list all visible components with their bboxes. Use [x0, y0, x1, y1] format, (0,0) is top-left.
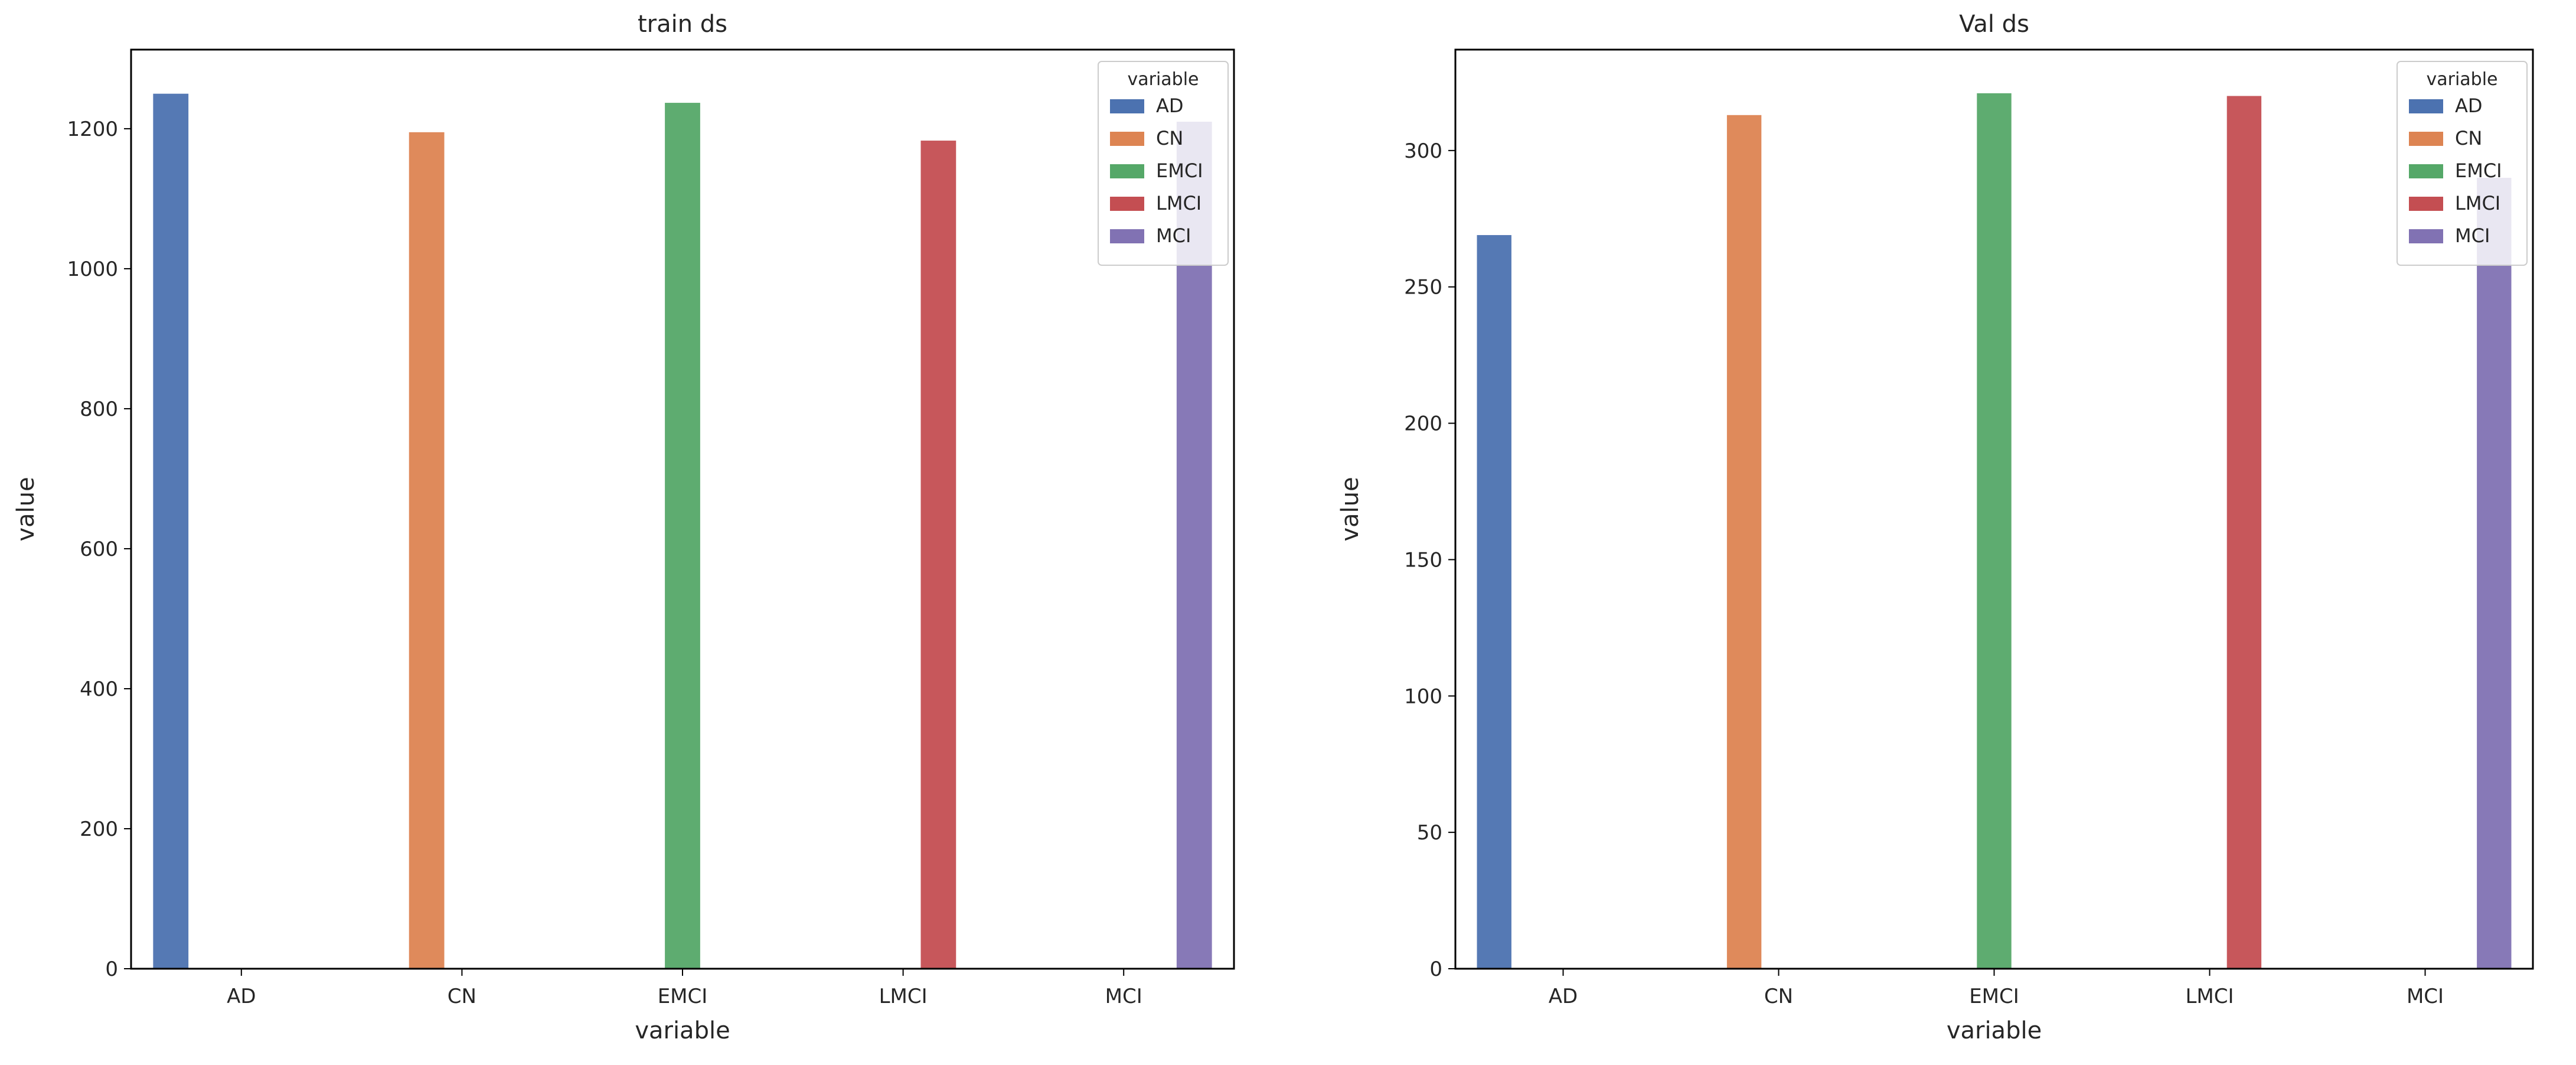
legend-swatch-lmci — [1110, 197, 1144, 211]
bar-mci-mci — [2477, 178, 2512, 969]
x-tick-label-lmci: LMCI — [879, 985, 928, 1008]
chart-title: Val ds — [1959, 11, 2029, 38]
y-axis-label: value — [1337, 477, 1364, 541]
x-axis-label: variable — [635, 1017, 730, 1044]
x-tick-label-emci: EMCI — [1969, 985, 2019, 1008]
legend-swatch-emci — [1110, 164, 1144, 178]
bar-ad-ad — [153, 93, 189, 969]
legend-label-lmci: LMCI — [1156, 192, 1202, 214]
legend-swatch-cn — [2409, 132, 2443, 146]
legend-label-mci: MCI — [2455, 224, 2490, 247]
y-tick-label: 0 — [105, 957, 118, 981]
legend-title: variable — [1127, 69, 1199, 90]
y-tick-label: 250 — [1404, 276, 1442, 299]
x-tick-label-lmci: LMCI — [2185, 985, 2234, 1008]
x-axis-label: variable — [1947, 1017, 2042, 1044]
bar-emci-emci — [665, 103, 700, 969]
x-tick-label-cn: CN — [1764, 985, 1793, 1008]
chart-panel-1: 0 50 100 150 200 250 300 AD CN EMCI LMCI MCI Val ds v… — [1337, 11, 2534, 1044]
legend-swatch-ad — [1110, 99, 1144, 113]
legend-label-emci: EMCI — [2455, 159, 2502, 182]
legend-swatch-emci — [2409, 164, 2443, 178]
bar-lmci-lmci — [920, 141, 956, 969]
x-tick-label-mci: MCI — [2407, 985, 2444, 1008]
legend-swatch-mci — [1110, 229, 1144, 243]
legend: variable AD CN EMCI LMCI MCI — [1098, 61, 1229, 266]
y-tick-label: 0 — [1429, 957, 1442, 981]
chart-title: train ds — [638, 11, 727, 38]
legend-swatch-ad — [2409, 99, 2443, 113]
y-tick-label: 300 — [1404, 139, 1442, 163]
y-tick-label: 1000 — [67, 258, 118, 281]
bar-cn-cn — [409, 132, 445, 969]
legend-swatch-cn — [1110, 132, 1144, 146]
y-tick-label: 100 — [1404, 685, 1442, 708]
legend-swatch-mci — [2409, 229, 2443, 243]
legend-label-ad: AD — [2455, 95, 2483, 117]
y-tick-label: 400 — [80, 678, 118, 701]
legend-label-emci: EMCI — [1156, 159, 1203, 182]
legend-label-cn: CN — [1156, 127, 1183, 149]
y-tick-label: 1200 — [67, 118, 118, 141]
x-tick-label-emci: EMCI — [658, 985, 708, 1008]
y-tick-label: 50 — [1417, 821, 1442, 845]
bar-ad-ad — [1477, 235, 1511, 969]
y-tick-label: 150 — [1404, 548, 1442, 572]
bar-cn-cn — [1726, 115, 1762, 969]
legend-title: variable — [2426, 69, 2497, 90]
y-tick-label: 200 — [80, 818, 118, 841]
legend-label-mci: MCI — [1156, 224, 1191, 247]
x-tick-label-ad: AD — [1549, 985, 1578, 1008]
legend: variable AD CN EMCI LMCI MCI — [2397, 61, 2528, 266]
chart-panel-0: 0 200 400 600 800 1000 1200 AD CN EMCI LMCI MCI trai… — [12, 11, 1235, 1044]
legend-label-lmci: LMCI — [2455, 192, 2500, 214]
bar-lmci-lmci — [2226, 96, 2262, 969]
legend-swatch-lmci — [2409, 197, 2443, 211]
y-tick-label: 200 — [1404, 412, 1442, 436]
y-tick-label: 600 — [80, 538, 118, 561]
legend-label-cn: CN — [2455, 127, 2482, 149]
y-axis-label: value — [12, 477, 40, 541]
y-tick-label: 800 — [80, 398, 118, 421]
legend-label-ad: AD — [1156, 95, 1184, 117]
x-tick-label-mci: MCI — [1105, 985, 1142, 1008]
x-tick-label-cn: CN — [448, 985, 476, 1008]
bar-emci-emci — [1977, 93, 2012, 969]
x-tick-label-ad: AD — [227, 985, 256, 1008]
